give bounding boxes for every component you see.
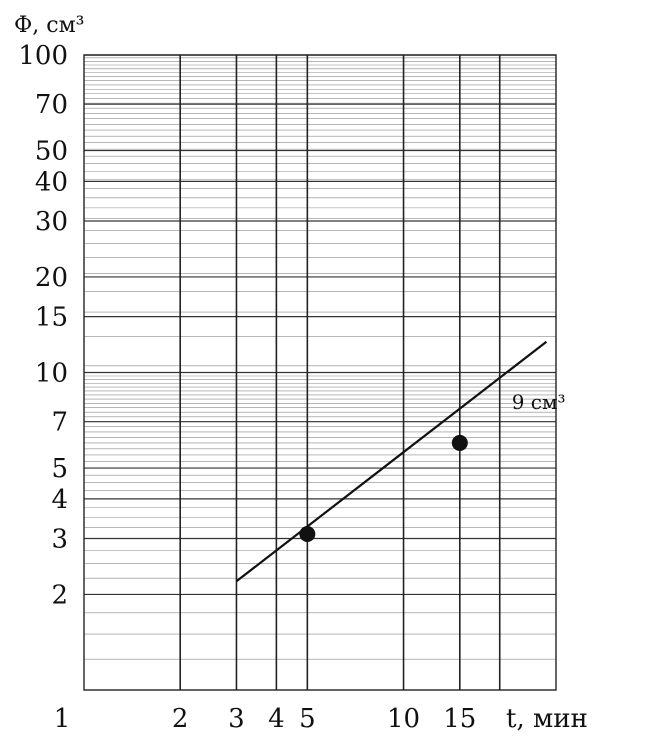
series-layer [235, 340, 548, 583]
x-tick-labels: 1 2 3 4 5 10 15 [54, 704, 477, 734]
x-axis-label: t, мин [506, 704, 588, 734]
x-tick-label: 1 [54, 704, 71, 734]
x-tick-label: 5 [299, 704, 316, 734]
y-tick-label: 100 [18, 41, 68, 71]
y-tick-label: 4 [51, 485, 68, 515]
y-tick-label: 30 [35, 207, 68, 237]
minor-grid [84, 57, 556, 691]
y-tick-label: 10 [35, 359, 68, 389]
x-tick-label: 3 [228, 704, 245, 734]
x-tick-label: 4 [268, 704, 285, 734]
major-grid [84, 54, 556, 690]
y-tick-label: 3 [51, 525, 68, 555]
y-tick-label: 7 [51, 408, 68, 438]
y-tick-label: 70 [35, 90, 68, 120]
y-tick-label: 2 [51, 580, 68, 610]
series-line [235, 340, 548, 583]
x-tick-label: 10 [387, 704, 420, 734]
y-tick-label: 20 [35, 263, 68, 293]
y-axis-label: Ф, см³ [14, 13, 85, 38]
plot-frame [83, 54, 557, 691]
series-annotation: 9 см³ [512, 390, 566, 414]
y-tick-label: 15 [35, 303, 68, 333]
data-point [451, 434, 468, 451]
x-tick-label: 15 [443, 704, 476, 734]
y-tick-label: 5 [51, 454, 68, 484]
y-tick-label: 50 [35, 137, 68, 167]
x-tick-label: 2 [172, 704, 189, 734]
y-tick-label: 40 [35, 167, 68, 197]
data-point [299, 525, 316, 542]
